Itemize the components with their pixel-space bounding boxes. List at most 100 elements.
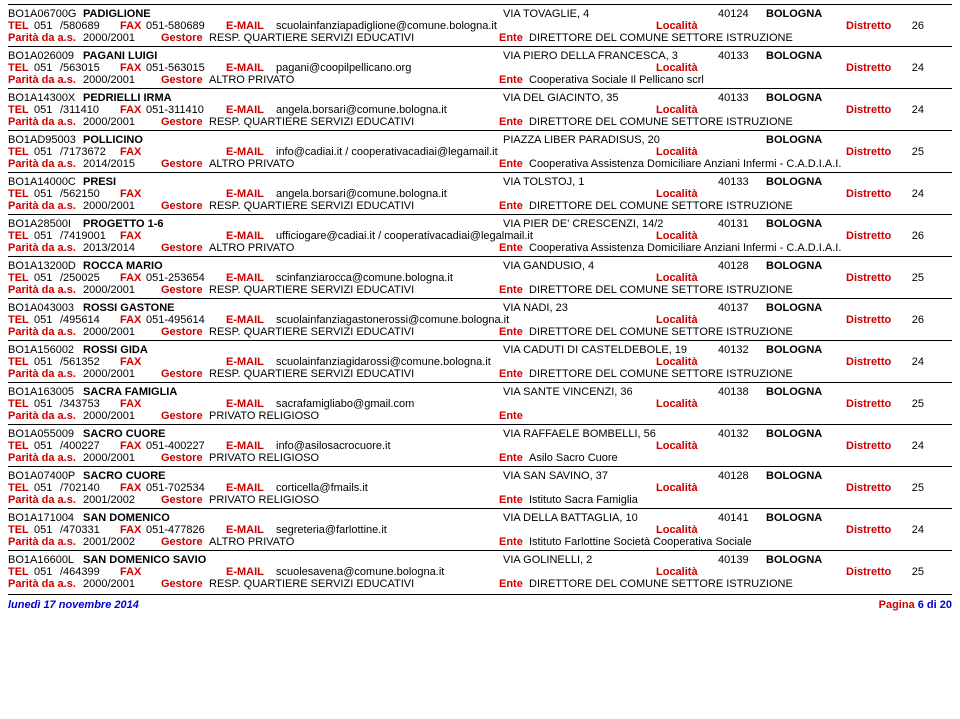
email-label: E-MAIL	[226, 62, 276, 74]
localita-label: Località	[656, 440, 846, 452]
email-value: angela.borsari@comune.bologna.it	[276, 104, 656, 116]
distretto-value: 24	[906, 524, 924, 536]
distretto-value: 26	[906, 230, 924, 242]
tel-label: TEL	[8, 230, 34, 242]
school-record: BO1AD95003POLLICINOPIAZZA LIBER PARADISU…	[8, 130, 952, 172]
tel-label: TEL	[8, 524, 34, 536]
email-label: E-MAIL	[226, 104, 276, 116]
tel-number: /580689	[60, 20, 120, 32]
tel-prefix: 051	[34, 314, 60, 326]
email-value: pagani@coopilpellicano.org	[276, 62, 656, 74]
tel-number: /7419001	[60, 230, 120, 242]
email-value: scinfanziarocca@comune.bologna.it	[276, 272, 656, 284]
gestore-label: Gestore	[161, 116, 209, 128]
tel-prefix: 051	[34, 398, 60, 410]
distretto-label: Distretto	[846, 314, 906, 326]
ente-value: Istituto Sacra Famiglia	[529, 494, 952, 506]
distretto-value: 25	[906, 566, 924, 578]
page-value: 6 di 20	[918, 599, 952, 611]
email-value: scuolainfanziapadiglione@comune.bologna.…	[276, 20, 656, 32]
ente-value: DIRETTORE DEL COMUNE SETTORE ISTRUZIONE	[529, 326, 952, 338]
fax-label: FAX	[120, 188, 146, 200]
email-value: sacrafamigliabo@gmail.com	[276, 398, 656, 410]
ente-value: DIRETTORE DEL COMUNE SETTORE ISTRUZIONE	[529, 32, 952, 44]
fax-number: 051-400227	[146, 440, 226, 452]
tel-label: TEL	[8, 398, 34, 410]
gestore-label: Gestore	[161, 32, 209, 44]
email-label: E-MAIL	[226, 230, 276, 242]
fax-label: FAX	[120, 356, 146, 368]
distretto-label: Distretto	[846, 146, 906, 158]
record-city: BOLOGNA	[766, 512, 822, 524]
record-code: BO1A07400P	[8, 470, 83, 482]
tel-number: /464399	[60, 566, 120, 578]
gestore-label: Gestore	[161, 242, 209, 254]
tel-prefix: 051	[34, 356, 60, 368]
gestore-value: ALTRO PRIVATO	[209, 74, 499, 86]
record-name: SACRO CUORE	[83, 428, 503, 440]
parita-value: 2000/2001	[83, 578, 161, 590]
fax-number: 051-477826	[146, 524, 226, 536]
record-name: PADIGLIONE	[83, 8, 503, 20]
school-record: BO1A14300XPEDRIELLI IRMAVIA DEL GIACINTO…	[8, 88, 952, 130]
tel-number: /495614	[60, 314, 120, 326]
record-address: VIA SANTE VINCENZI, 36	[503, 386, 718, 398]
ente-label: Ente	[499, 242, 529, 254]
record-address: VIA PIERO DELLA FRANCESCA, 3	[503, 50, 718, 62]
email-value: angela.borsari@comune.bologna.it	[276, 188, 656, 200]
tel-number: /7173672	[60, 146, 120, 158]
parita-label: Parità da a.s.	[8, 368, 83, 380]
tel-prefix: 051	[34, 146, 60, 158]
localita-label: Località	[656, 62, 846, 74]
distretto-label: Distretto	[846, 272, 906, 284]
record-address: VIA TOLSTOJ, 1	[503, 176, 718, 188]
record-cap: 40124	[718, 8, 766, 20]
ente-label: Ente	[499, 326, 529, 338]
parita-value: 2013/2014	[83, 242, 161, 254]
parita-label: Parità da a.s.	[8, 326, 83, 338]
fax-label: FAX	[120, 62, 146, 74]
record-name: SACRO CUORE	[83, 470, 503, 482]
distretto-label: Distretto	[846, 524, 906, 536]
record-code: BO1A156002	[8, 344, 83, 356]
fax-label: FAX	[120, 146, 146, 158]
distretto-value: 26	[906, 314, 924, 326]
fax-number: 051-563015	[146, 62, 226, 74]
record-city: BOLOGNA	[766, 134, 822, 146]
ente-label: Ente	[499, 74, 529, 86]
parita-value: 2000/2001	[83, 368, 161, 380]
gestore-label: Gestore	[161, 536, 209, 548]
record-city: BOLOGNA	[766, 470, 822, 482]
gestore-label: Gestore	[161, 410, 209, 422]
record-code: BO1A13200D	[8, 260, 83, 272]
record-address: VIA CADUTI DI CASTELDEBOLE, 19	[503, 344, 718, 356]
parita-label: Parità da a.s.	[8, 452, 83, 464]
ente-label: Ente	[499, 452, 529, 464]
ente-label: Ente	[499, 494, 529, 506]
record-code: BO1A06700G	[8, 8, 83, 20]
record-name: ROCCA MARIO	[83, 260, 503, 272]
localita-label: Località	[656, 272, 846, 284]
ente-value: DIRETTORE DEL COMUNE SETTORE ISTRUZIONE	[529, 368, 952, 380]
record-cap: 40132	[718, 344, 766, 356]
school-record: BO1A13200DROCCA MARIOVIA GANDUSIO, 44012…	[8, 256, 952, 298]
fax-label: FAX	[120, 272, 146, 284]
tel-number: /702140	[60, 482, 120, 494]
ente-label: Ente	[499, 536, 529, 548]
localita-label: Località	[656, 356, 846, 368]
distretto-label: Distretto	[846, 566, 906, 578]
email-label: E-MAIL	[226, 146, 276, 158]
gestore-value: RESP. QUARTIERE SERVIZI EDUCATIVI	[209, 116, 499, 128]
tel-prefix: 051	[34, 272, 60, 284]
localita-label: Località	[656, 146, 846, 158]
distretto-value: 24	[906, 188, 924, 200]
gestore-label: Gestore	[161, 368, 209, 380]
record-address: VIA SAN SAVINO, 37	[503, 470, 718, 482]
record-cap: 40128	[718, 470, 766, 482]
gestore-value: PRIVATO RELIGIOSO	[209, 410, 499, 422]
record-code: BO1AD95003	[8, 134, 83, 146]
gestore-label: Gestore	[161, 158, 209, 170]
parita-value: 2000/2001	[83, 74, 161, 86]
record-name: PRESI	[83, 176, 503, 188]
tel-label: TEL	[8, 314, 34, 326]
